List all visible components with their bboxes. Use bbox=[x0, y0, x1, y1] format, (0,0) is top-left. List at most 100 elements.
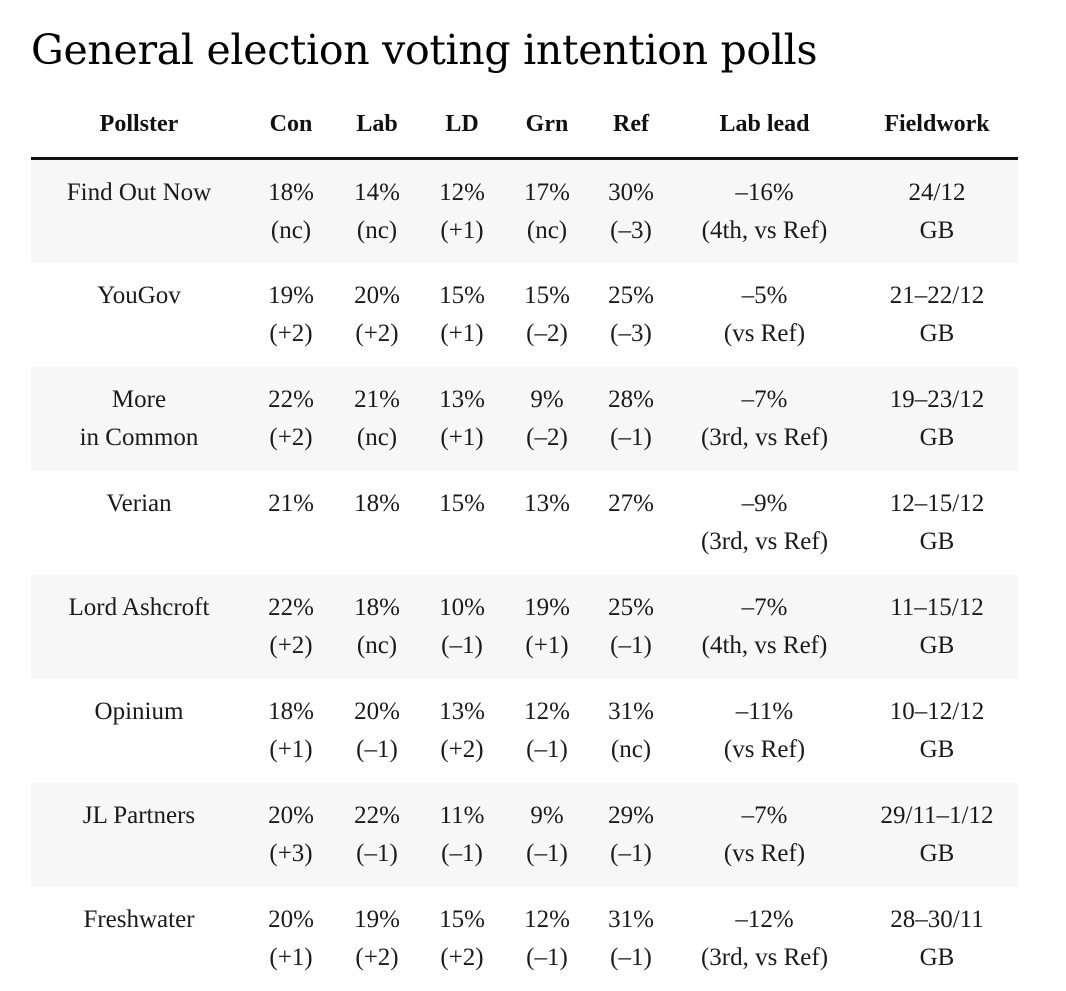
fieldwork-cell-line: 19–23/12 bbox=[889, 385, 985, 413]
ref-cell: 27% bbox=[589, 471, 673, 575]
pollster-cell: Verian bbox=[31, 471, 247, 575]
lab-lead-cell: –12% (3rd, vs Ref) bbox=[673, 887, 856, 991]
fieldwork-cell-line: GB bbox=[919, 839, 955, 867]
pollster-cell: YouGov bbox=[31, 263, 247, 367]
ld-cell-line: 13% bbox=[439, 697, 485, 725]
ld-cell: 13% (+2) bbox=[419, 679, 505, 783]
lab-cell-line: (+2) bbox=[355, 943, 399, 971]
con-cell-line: (+1) bbox=[269, 943, 313, 971]
table-row: Lord Ashcroft 22% (+2) 18% (nc) 10% (–1) 19% (+1… bbox=[31, 574, 1018, 679]
ld-cell: 15% (+2) bbox=[419, 887, 505, 991]
pollster-cell-line: YouGov bbox=[97, 281, 181, 309]
ld-cell-line: (+2) bbox=[440, 943, 484, 971]
table-row: Freshwater 20% (+1) 19% (+2) 15% (+2) 12% (–1) 31… bbox=[31, 887, 1018, 991]
ref-cell: 30% (–3) bbox=[589, 158, 673, 263]
grn-cell-line: (–1) bbox=[526, 735, 568, 763]
ref-cell-line: 30% bbox=[608, 179, 654, 206]
grn-cell-line: 9% bbox=[530, 385, 564, 413]
lab-lead-cell-line: (vs Ref) bbox=[723, 319, 806, 347]
ld-cell: 13% (+1) bbox=[419, 366, 505, 471]
ref-cell-line: 27% bbox=[608, 489, 654, 517]
lab-cell-line: 20% bbox=[354, 281, 400, 309]
ld-cell: 15% bbox=[419, 471, 505, 575]
lab-cell: 18% (nc) bbox=[335, 574, 419, 679]
ld-cell: 11% (–1) bbox=[419, 782, 505, 887]
fieldwork-cell-line: GB bbox=[919, 735, 955, 763]
ld-cell-line: 15% bbox=[439, 281, 485, 309]
lab-cell-line: 18% bbox=[354, 489, 400, 517]
pollster-cell-line: Find Out Now bbox=[66, 179, 212, 206]
con-cell-line: (+1) bbox=[269, 735, 313, 763]
con-cell: 22% (+2) bbox=[247, 366, 335, 471]
fieldwork-cell: 19–23/12 GB bbox=[856, 366, 1018, 471]
lab-lead-cell-line: (3rd, vs Ref) bbox=[700, 527, 829, 555]
con-cell-line: (+3) bbox=[269, 839, 313, 867]
lab-cell-line: (nc) bbox=[356, 423, 398, 451]
header-con: Con bbox=[247, 91, 335, 160]
header-ld: LD bbox=[419, 91, 505, 160]
lab-lead-cell: –7% (4th, vs Ref) bbox=[673, 574, 856, 679]
ld-cell-line: 15% bbox=[439, 489, 485, 517]
lab-cell: 20% (–1) bbox=[335, 679, 419, 783]
fieldwork-cell-line: GB bbox=[919, 943, 955, 971]
pollster-cell-line: Freshwater bbox=[83, 905, 195, 933]
lab-cell-line: (–1) bbox=[356, 839, 398, 867]
ref-cell: 25% (–3) bbox=[589, 263, 673, 367]
table-row: JL Partners 20% (+3) 22% (–1) 11% (–1) 9% (–1) 29… bbox=[31, 782, 1018, 887]
ref-cell: 25% (–1) bbox=[589, 574, 673, 679]
fieldwork-cell: 12–15/12 GB bbox=[856, 471, 1018, 575]
grn-cell-line: (nc) bbox=[526, 217, 568, 244]
grn-cell-line: (–2) bbox=[526, 423, 568, 451]
fieldwork-cell-line: GB bbox=[919, 631, 955, 659]
ref-cell-line: 25% bbox=[608, 593, 654, 621]
fieldwork-cell-line: 10–12/12 bbox=[889, 697, 985, 725]
fieldwork-cell: 24/12 GB bbox=[856, 158, 1018, 263]
con-cell-line: (+2) bbox=[269, 423, 313, 451]
ref-cell-line: (–1) bbox=[610, 839, 652, 867]
header-ref: Ref bbox=[589, 91, 673, 160]
table-header-row: Pollster Con Lab LD Grn Ref Lab lead Fie… bbox=[31, 91, 1018, 160]
grn-cell-line: 13% bbox=[524, 489, 570, 517]
grn-cell-line: 19% bbox=[524, 593, 570, 621]
ld-cell: 12% (+1) bbox=[419, 158, 505, 263]
con-cell: 22% (+2) bbox=[247, 574, 335, 679]
lab-lead-cell-line: –7% bbox=[741, 593, 788, 621]
ref-cell: 31% (–1) bbox=[589, 887, 673, 991]
grn-cell: 13% bbox=[505, 471, 589, 575]
pollster-cell: Lord Ashcroft bbox=[31, 574, 247, 679]
pollster-cell-line: Opinium bbox=[94, 697, 184, 725]
table-row: Find Out Now 18% (nc) 14% (nc) 12% (+1) 17% (nc)… bbox=[31, 158, 1018, 263]
lab-cell: 19% (+2) bbox=[335, 887, 419, 991]
pollster-cell: More in Common bbox=[31, 366, 247, 471]
ld-cell-line: (–1) bbox=[441, 839, 483, 867]
lab-lead-cell-line: –5% bbox=[741, 281, 788, 309]
pollster-cell-line: Verian bbox=[106, 489, 172, 517]
con-cell-line: 20% bbox=[268, 905, 314, 933]
lab-lead-cell-line: –9% bbox=[741, 489, 788, 517]
con-cell: 21% bbox=[247, 471, 335, 575]
ld-cell-line: (+2) bbox=[440, 735, 484, 763]
lab-cell-line: (nc) bbox=[356, 631, 398, 659]
ref-cell-line: (–3) bbox=[610, 217, 652, 244]
grn-cell: 9% (–1) bbox=[505, 782, 589, 887]
ld-cell-line: (–1) bbox=[441, 631, 483, 659]
pollster-cell: Freshwater bbox=[31, 887, 247, 991]
fieldwork-cell-line: GB bbox=[919, 423, 955, 451]
lab-cell: 14% (nc) bbox=[335, 158, 419, 263]
fieldwork-cell-line: GB bbox=[919, 217, 955, 244]
ref-cell-line: (–1) bbox=[610, 423, 652, 451]
table-body: Find Out Now 18% (nc) 14% (nc) 12% (+1) 17% (nc)… bbox=[31, 158, 1018, 991]
ref-cell-line: (–1) bbox=[610, 631, 652, 659]
fieldwork-cell-line: 21–22/12 bbox=[889, 281, 985, 309]
header-lab-lead: Lab lead bbox=[673, 91, 856, 160]
lab-cell-line: 18% bbox=[354, 593, 400, 621]
fieldwork-cell: 10–12/12 GB bbox=[856, 679, 1018, 783]
lab-lead-cell-line: (4th, vs Ref) bbox=[701, 631, 828, 659]
lab-lead-cell: –9% (3rd, vs Ref) bbox=[673, 471, 856, 575]
fieldwork-cell-line: 29/11–1/12 bbox=[880, 801, 994, 829]
pollster-cell-line: Lord Ashcroft bbox=[68, 593, 210, 621]
lab-lead-cell-line: –11% bbox=[735, 697, 794, 725]
fieldwork-cell-line: 28–30/11 bbox=[890, 905, 984, 933]
grn-cell-line: 15% bbox=[524, 281, 570, 309]
lab-lead-cell-line: –7% bbox=[741, 385, 788, 413]
